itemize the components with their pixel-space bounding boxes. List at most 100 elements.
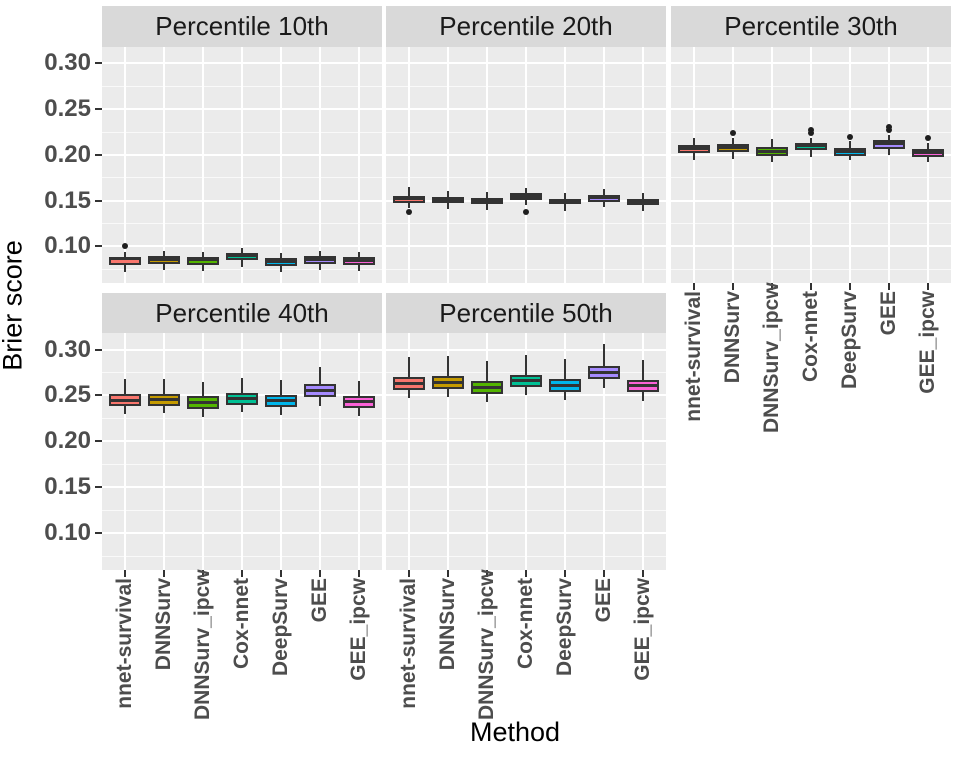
median-line [678, 147, 711, 151]
facet-strip-label: Percentile 40th [155, 297, 329, 328]
facet-strip: Percentile 30th [671, 6, 951, 47]
y-tick-label: 0.15 [44, 186, 91, 214]
facet-strip: Percentile 40th [102, 293, 382, 333]
median-line [148, 397, 181, 401]
x-major-gridline [318, 47, 321, 283]
x-tick-mark [241, 570, 243, 577]
median-line [626, 200, 659, 204]
x-major-gridline [163, 333, 166, 570]
facet-panel [386, 47, 666, 283]
outlier-point [808, 127, 814, 134]
x-major-gridline [563, 47, 566, 283]
x-tick-mark [641, 570, 644, 577]
x-tick-label-GEE_ipcw: GEE_ipcw [630, 578, 654, 681]
median-line [626, 383, 659, 387]
x-major-gridline [279, 47, 282, 283]
median-line [587, 371, 620, 374]
outlier-point [523, 208, 529, 215]
x-tick-label-GEE_ipcw: GEE_ipcw [346, 578, 370, 681]
x-tick-label-nnet-survival: nnet-survival [397, 578, 421, 709]
median-line [471, 385, 504, 389]
y-tick-mark [95, 108, 102, 111]
x-tick-label-DNNSurv_ipcw: DNNSurv_ipcw [475, 569, 499, 720]
y-tick-mark [95, 153, 102, 156]
x-tick-mark [810, 283, 812, 290]
median-line [109, 257, 142, 261]
x-tick-mark [318, 570, 321, 577]
x-tick-mark [563, 570, 566, 577]
median-line [510, 194, 542, 198]
x-tick-mark [486, 570, 489, 577]
median-line [226, 254, 258, 258]
y-tick-label: 0.20 [44, 427, 91, 455]
median-line [471, 199, 504, 203]
x-major-gridline [732, 47, 735, 283]
y-tick-label: 0.10 [44, 232, 91, 260]
facet-strip: Percentile 20th [386, 6, 666, 47]
facet-strip-label: Percentile 50th [439, 297, 613, 328]
outlier-point [122, 243, 129, 250]
y-tick-mark [95, 62, 102, 65]
x-major-gridline [848, 47, 851, 283]
outlier-point [730, 129, 737, 136]
median-line [756, 149, 789, 153]
facet-panel [386, 333, 666, 570]
x-major-gridline [810, 47, 812, 283]
x-tick-mark [602, 570, 605, 577]
x-tick-mark [357, 570, 360, 577]
x-major-gridline [525, 333, 527, 570]
x-major-gridline [408, 47, 411, 283]
x-tick-mark [926, 283, 929, 290]
y-tick-mark [95, 348, 102, 351]
x-tick-label-DeepSurv: DeepSurv [552, 578, 576, 677]
x-major-gridline [357, 333, 360, 570]
x-tick-mark [279, 570, 282, 577]
median-line [432, 381, 465, 385]
y-tick-mark [95, 532, 102, 535]
median-line [548, 200, 581, 204]
y-tick-label: 0.30 [44, 49, 91, 77]
median-line [264, 259, 297, 263]
facet-panel [102, 333, 382, 570]
x-tick-label-Cox-nnet: Cox-nnet [514, 578, 537, 669]
median-line [587, 196, 620, 200]
median-line [911, 150, 944, 154]
median-line [303, 257, 336, 261]
x-major-gridline [693, 47, 696, 283]
x-major-gridline [318, 333, 321, 570]
x-major-gridline [163, 47, 166, 283]
x-tick-mark [848, 283, 851, 290]
x-tick-label-DNNSurv_ipcw: DNNSurv_ipcw [191, 569, 215, 720]
x-tick-label-GEE: GEE [591, 578, 615, 623]
median-line [432, 198, 465, 202]
median-line [795, 144, 827, 148]
x-major-gridline [124, 47, 127, 283]
facet-strip-label: Percentile 20th [439, 11, 613, 41]
x-tick-label-GEE_ipcw: GEE_ipcw [915, 291, 939, 394]
median-line [510, 379, 542, 383]
x-major-gridline [602, 333, 605, 570]
x-tick-label-DeepSurv: DeepSurv [837, 291, 861, 390]
outlier-point [924, 135, 931, 142]
outlier-point [846, 133, 853, 140]
x-major-gridline [357, 47, 360, 283]
median-line [342, 258, 375, 262]
facet-panel [671, 47, 951, 283]
y-tick-label: 0.25 [44, 381, 91, 409]
y-tick-mark [95, 486, 102, 489]
x-tick-label-DNNSurv: DNNSurv [436, 578, 460, 671]
median-line [393, 382, 426, 386]
median-line [342, 400, 375, 404]
median-line [187, 258, 220, 262]
x-tick-label-DNNSurv_ipcw: DNNSurv_ipcw [760, 282, 784, 433]
x-major-gridline [202, 333, 205, 570]
y-tick-label: 0.20 [44, 140, 91, 168]
x-tick-mark [447, 570, 450, 577]
median-line [393, 197, 426, 201]
median-line [872, 142, 905, 146]
x-major-gridline [241, 47, 243, 283]
outlier-point [885, 124, 892, 131]
x-tick-mark [163, 570, 166, 577]
median-line [833, 149, 866, 153]
y-tick-label: 0.15 [44, 473, 91, 501]
